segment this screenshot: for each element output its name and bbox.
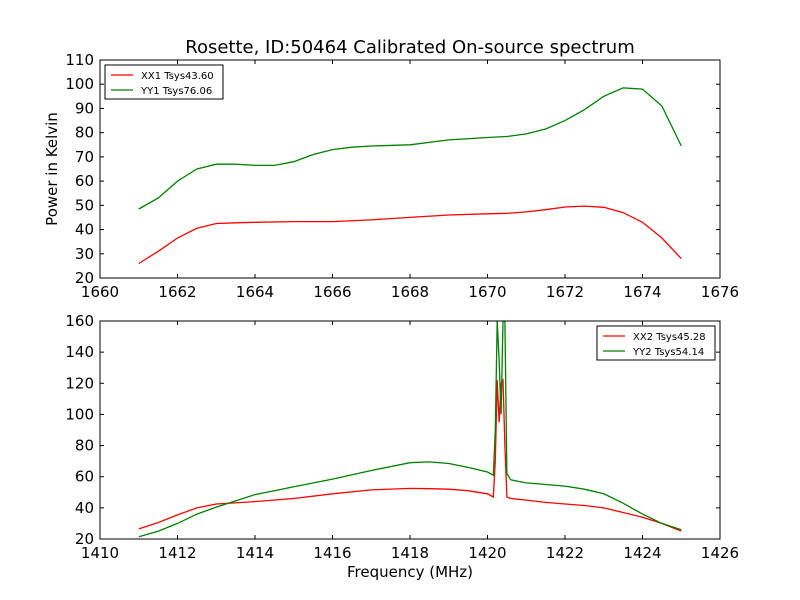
x-tick-label: 1660: [81, 283, 119, 301]
legend-label: XX2 Tsys45.28: [633, 332, 706, 343]
x-tick-label: 1420: [468, 544, 506, 562]
legend-label: XX1 Tsys43.60: [141, 71, 214, 82]
chart-title: Rosette, ID:50464 Calibrated On-source s…: [185, 37, 635, 58]
y-tick-label: 100: [65, 405, 94, 423]
x-tick-label: 1424: [623, 544, 661, 562]
y-tick-label: 160: [65, 312, 94, 330]
x-tick-label: 1426: [701, 544, 739, 562]
series-line-yy1: [138, 87, 682, 210]
x-tick-label: 1662: [158, 283, 196, 301]
y-tick-label: 40: [75, 499, 94, 517]
x-tick-label: 1670: [468, 283, 506, 301]
x-tick-label: 1676: [701, 283, 739, 301]
legend-box: [596, 325, 716, 361]
y-tick-label: 20: [75, 530, 94, 548]
legend-box: [104, 64, 224, 100]
x-tick-label: 1672: [546, 283, 584, 301]
chart-panel-bottom: 1410 1412 1414 1416 1418 1420 1422 1424 1426 20 40…: [65, 312, 739, 581]
y-tick-label: 70: [75, 148, 94, 166]
x-axis-label: Frequency (MHz): [347, 563, 473, 581]
y-axis-label: Power in Kelvin: [43, 112, 61, 226]
y-tick-label: 60: [75, 172, 94, 190]
legend-label: YY2 Tsys54.14: [632, 347, 704, 358]
y-tick-label: 80: [75, 437, 94, 455]
x-tick-label: 1414: [236, 544, 274, 562]
y-tick-label: 120: [65, 374, 94, 392]
chart-panel-top: 1660 1662 1664 1666 1668 1670 1672 1674 1676 20 30…: [43, 51, 739, 301]
legend-label: YY1 Tsys76.06: [140, 86, 212, 97]
y-tick-label: 20: [75, 269, 94, 287]
series-line-xx2: [138, 377, 682, 532]
y-tick-label: 90: [75, 99, 94, 117]
x-tick-label: 1664: [236, 283, 274, 301]
x-tick-label: 1668: [391, 283, 429, 301]
x-tick-label: 1674: [623, 283, 661, 301]
y-tick-label: 100: [65, 75, 94, 93]
y-tick-label: 30: [75, 245, 94, 263]
x-tick-label: 1412: [158, 544, 196, 562]
legend: XX2 Tsys45.28 YY2 Tsys54.14: [596, 325, 716, 361]
x-tick-label: 1410: [81, 544, 119, 562]
x-tick-label: 1416: [313, 544, 351, 562]
y-tick-label: 50: [75, 196, 94, 214]
series-line-yy2: [138, 321, 682, 538]
y-tick-label: 140: [65, 343, 94, 361]
y-tick-label: 60: [75, 468, 94, 486]
x-tick-label: 1422: [546, 544, 584, 562]
x-tick-label: 1418: [391, 544, 429, 562]
legend: XX1 Tsys43.60 YY1 Tsys76.06: [104, 64, 224, 100]
y-tick-label: 110: [65, 51, 94, 69]
series-line-xx1: [138, 205, 682, 265]
y-tick-label: 80: [75, 124, 94, 142]
y-tick-label: 40: [75, 221, 94, 239]
x-tick-label: 1666: [313, 283, 351, 301]
